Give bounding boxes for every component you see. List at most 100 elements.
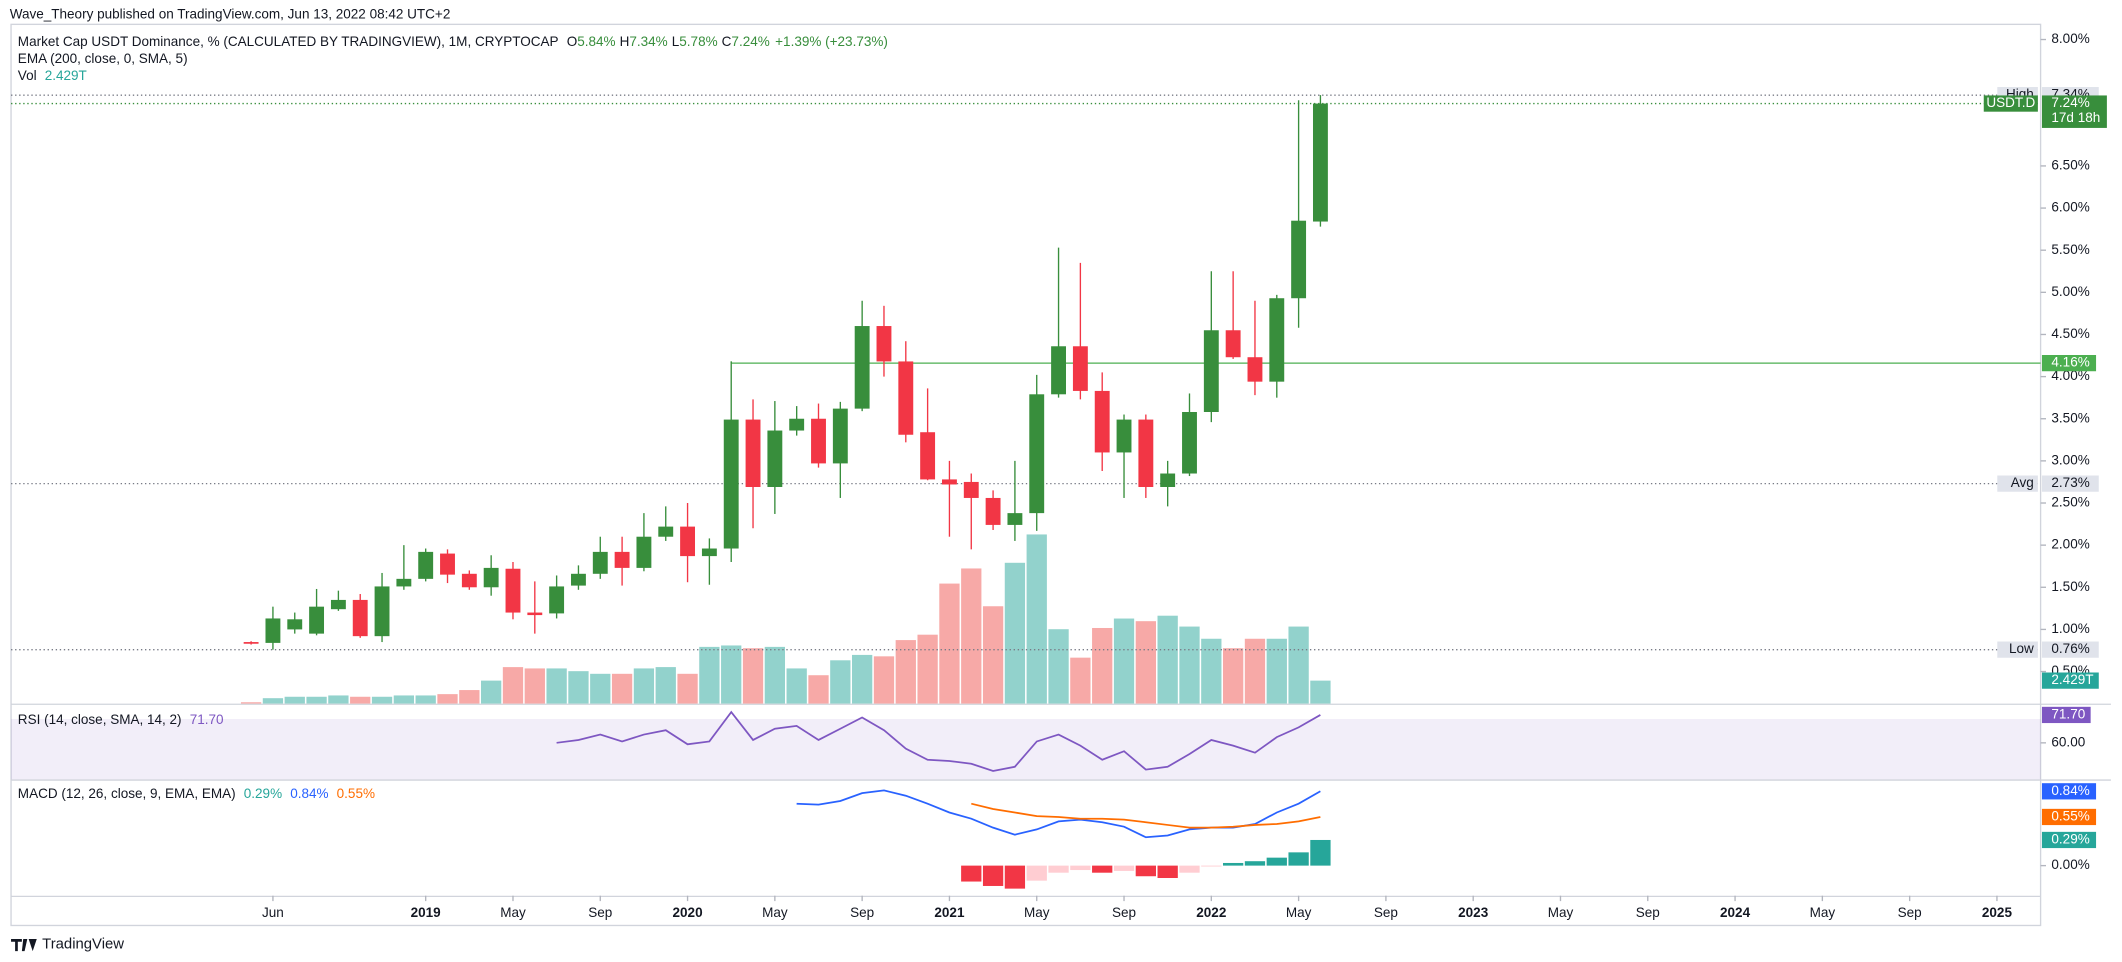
candle-body xyxy=(723,419,739,549)
candle-body xyxy=(440,553,455,575)
macd-histogram-bar xyxy=(1179,865,1200,873)
volume-bar xyxy=(873,656,895,704)
macd-legend: MACD (12, 26, close, 9, EMA, EMA) 0.29% 0.… xyxy=(18,786,375,801)
y-tick-label: 1.00% xyxy=(2051,621,2089,636)
x-tick-label: Sep xyxy=(588,905,612,920)
macd-histogram-bar xyxy=(961,865,982,882)
x-tick-label: 2019 xyxy=(411,905,442,920)
macd-histogram-bar xyxy=(1070,865,1091,871)
macd-value-box xyxy=(2041,783,2097,800)
y-tick-label: 3.50% xyxy=(2051,410,2089,425)
indicator: EMA (200, close, 0, SMA, 5) xyxy=(18,51,188,66)
volume-bar xyxy=(1266,638,1287,704)
volume-bar xyxy=(502,667,524,704)
ohlc-key: C xyxy=(722,34,732,49)
y-tick-label: 4.00% xyxy=(2051,368,2089,383)
x-tick-label: May xyxy=(762,905,788,920)
volume-bar xyxy=(895,640,916,704)
y-tick-label: 8.00% xyxy=(2051,31,2089,46)
rsi-value: 71.70 xyxy=(190,711,224,726)
candle-body xyxy=(1291,220,1307,299)
volume-bar xyxy=(764,646,786,704)
volume-bar xyxy=(1244,638,1266,704)
volume-bar xyxy=(982,606,1004,704)
y-tick-label: 5.00% xyxy=(2051,284,2089,299)
volume-bar xyxy=(1048,629,1069,704)
volume-bar xyxy=(1004,562,1026,704)
candle-body xyxy=(1203,330,1219,412)
y-tick-label: 1.50% xyxy=(2051,579,2089,594)
macd-value: 0.84% xyxy=(290,786,328,801)
candle-body xyxy=(767,430,783,487)
hline-box xyxy=(2041,355,2097,372)
volume-bar xyxy=(415,695,436,704)
candle-body xyxy=(1138,419,1154,487)
y-tick-label: 60.00 xyxy=(2051,734,2085,749)
level-name-box xyxy=(1997,641,2038,658)
candle-body xyxy=(330,599,346,610)
volume-bar xyxy=(481,680,502,704)
brand: TradingView xyxy=(42,936,124,952)
macd-line xyxy=(796,789,1321,839)
volume-bar xyxy=(393,695,415,704)
volume-legend: Vol 2.429T xyxy=(18,67,87,82)
candle-body xyxy=(243,642,259,644)
y-tick-label: 3.00% xyxy=(2051,452,2089,467)
candle-body xyxy=(920,432,936,480)
symbol-box xyxy=(1983,95,2038,112)
volume-bar xyxy=(590,673,611,704)
ohlc-key: O xyxy=(567,34,578,49)
x-tick-label: 2023 xyxy=(1458,905,1489,920)
y-tick-label: 0.00% xyxy=(2051,857,2089,872)
volume-bar xyxy=(1201,638,1222,704)
signal-value: 0.55% xyxy=(337,786,375,801)
candle-body xyxy=(680,526,696,557)
volume-bar xyxy=(1288,626,1309,704)
x-tick-label: Sep xyxy=(1898,905,1922,920)
macd-histogram-bar xyxy=(1135,865,1156,877)
volume-bar xyxy=(1026,534,1047,704)
publisher: Wave_Theory published on TradingView.com… xyxy=(10,6,451,21)
volume-bar xyxy=(524,668,545,704)
title: Market Cap USDT Dominance, % (CALCULATED… xyxy=(18,34,559,49)
volume-value: 2.429T xyxy=(45,67,87,82)
macd-histogram-bar xyxy=(1244,861,1266,866)
volume-bar xyxy=(852,654,873,704)
macd-histogram-bar xyxy=(1157,865,1178,879)
candle-body xyxy=(1247,357,1263,382)
macd-histogram-bar xyxy=(982,865,1004,886)
x-tick-label: Sep xyxy=(1374,905,1398,920)
candle-body xyxy=(1312,103,1328,222)
volume-bar xyxy=(786,668,807,704)
candle-body xyxy=(614,551,630,568)
candle-body xyxy=(1029,394,1045,514)
x-tick-label: 2020 xyxy=(673,905,703,920)
ohlc-value: 7.34% xyxy=(629,34,667,49)
last-price: 7.24% xyxy=(2051,95,2089,110)
x-tick-label: 2024 xyxy=(1720,905,1751,920)
volume-bar xyxy=(1179,626,1200,704)
x-tick-label: Sep xyxy=(850,905,874,920)
macd-axis-value: 0.84% xyxy=(2051,783,2089,798)
level-name: Low xyxy=(2009,641,2034,656)
ohlc-value: 7.24% xyxy=(731,34,769,49)
y-tick-label: 4.50% xyxy=(2051,326,2089,341)
volume-bar xyxy=(917,634,938,704)
volume-bar xyxy=(240,702,262,704)
macd-name: MACD (12, 26, close, 9, EMA, EMA) xyxy=(18,786,236,801)
candle-body xyxy=(396,578,412,587)
macd-histogram-bar xyxy=(1266,857,1287,866)
symbol: USDT.D xyxy=(1986,95,2035,110)
volume-bar xyxy=(830,660,851,704)
volume-bar xyxy=(284,696,305,704)
y-tick-label: 2.50% xyxy=(2051,495,2089,510)
candle-body xyxy=(658,526,674,537)
volume-bar xyxy=(262,698,284,704)
volume-bar xyxy=(437,694,458,704)
candle-body xyxy=(265,618,281,643)
volume-bar xyxy=(808,675,829,704)
candle-body xyxy=(854,326,870,409)
volume-bar xyxy=(699,646,720,704)
